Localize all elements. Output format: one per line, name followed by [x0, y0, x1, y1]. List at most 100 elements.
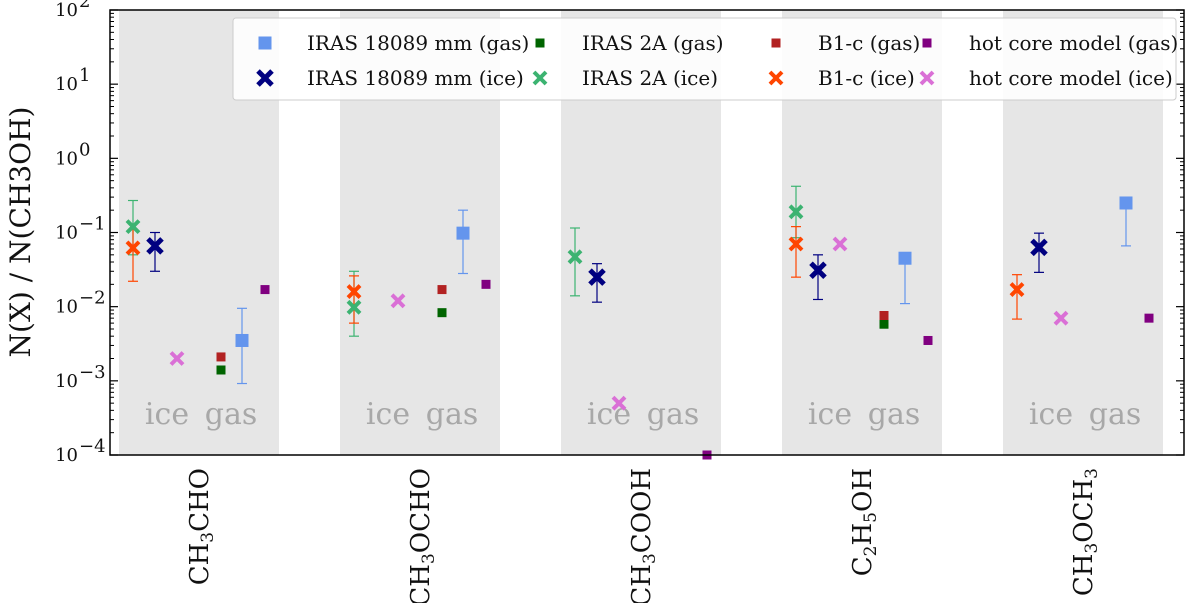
x-label-c2h5oh: C2H5OH — [848, 468, 881, 576]
legend-item: hot core model (gas) — [922, 31, 1178, 55]
legend-label: B1-c (ice) — [818, 66, 915, 90]
legend-box — [232, 17, 1177, 101]
legend-marker — [532, 70, 548, 86]
y-tick-exponent: 2 — [79, 0, 90, 12]
legend-label: B1-c (gas) — [818, 31, 920, 55]
data-point — [260, 285, 270, 295]
data-point — [879, 319, 889, 329]
data-point — [1119, 196, 1133, 210]
legend-label: hot core model (ice) — [969, 66, 1173, 90]
data-point — [125, 219, 141, 235]
data-point — [437, 285, 447, 295]
y-tick-label: 10 — [55, 445, 78, 466]
y-tick-exponent: −2 — [79, 288, 106, 309]
gas-label: gas — [426, 397, 479, 432]
x-category-labels: CH3CHO CH3OCHO CH3COOH C2H5OH CH3OCH3 — [185, 468, 1102, 603]
y-tick-exponent: −1 — [79, 214, 106, 235]
legend-marker — [771, 38, 781, 48]
cross-stroke — [588, 268, 606, 286]
x-label-ch3och3: CH3OCH3 — [1069, 468, 1102, 596]
data-point — [588, 268, 606, 286]
data-point — [125, 240, 141, 256]
cross-stroke — [169, 351, 185, 366]
cross-stroke — [390, 293, 406, 309]
legend-label: IRAS 18089 mm (gas) — [307, 31, 529, 55]
data-point — [216, 352, 226, 362]
y-tick-exponent: −3 — [79, 362, 106, 383]
cross-stroke — [346, 299, 362, 315]
legend-item: IRAS 18089 mm (ice) — [256, 66, 524, 90]
cross-stroke — [788, 236, 804, 252]
x-label-ch3cho: CH3CHO — [185, 468, 218, 585]
data-point — [611, 395, 627, 411]
cross-stroke — [346, 284, 362, 299]
data-point — [923, 335, 933, 345]
legend-item: B1-c (gas) — [771, 31, 920, 55]
data-point — [146, 237, 164, 255]
legend-marker — [919, 70, 935, 86]
ice-label: ice — [808, 397, 852, 432]
cross-stroke — [611, 395, 627, 411]
data-point — [346, 284, 362, 299]
y-axis-title: N(X) / N(CH3OH) — [4, 107, 37, 358]
legend-label: IRAS 18089 mm (ice) — [307, 66, 524, 90]
legend-marker — [256, 69, 274, 87]
data-markers — [125, 196, 1154, 460]
gas-label: gas — [868, 397, 921, 432]
ice-label: ice — [587, 397, 631, 432]
cross-stroke — [809, 261, 827, 279]
data-point — [1009, 282, 1025, 297]
data-point — [1053, 310, 1069, 326]
ice-label: ice — [1029, 397, 1073, 432]
ice-gas-labels: ice gas ice gas ice gas ice gas ice gas — [145, 397, 1141, 432]
y-axis-label: N(X) / N(CH3OH) — [4, 107, 37, 358]
legend: IRAS 18089 mm (gas) IRAS 18089 mm (ice) IR… — [232, 17, 1178, 101]
data-point — [832, 236, 848, 252]
legend-marker — [768, 70, 784, 86]
legend-marker — [258, 36, 272, 50]
y-tick-label: 10 — [55, 371, 78, 392]
x-label-ch3cooh: CH3COOH — [627, 468, 660, 603]
legend-label: IRAS 2A (ice) — [582, 66, 718, 90]
legend-marker — [922, 38, 932, 48]
legend-marker — [535, 38, 545, 48]
y-tick-exponent: 1 — [79, 65, 90, 86]
data-point — [788, 204, 804, 220]
legend-label: hot core model (gas) — [969, 31, 1178, 55]
cross-stroke — [125, 219, 141, 235]
data-point — [235, 333, 249, 347]
gas-label: gas — [205, 397, 258, 432]
ice-label: ice — [366, 397, 410, 432]
legend-item: IRAS 2A (gas) — [535, 31, 724, 55]
data-point — [216, 365, 226, 375]
data-point — [809, 261, 827, 279]
y-tick-label: 10 — [55, 223, 78, 244]
data-point — [456, 226, 470, 240]
data-point — [788, 236, 804, 252]
x-label-ch3ocho: CH3OCHO — [406, 468, 439, 603]
y-tick-label: 10 — [55, 148, 78, 169]
legend-item: IRAS 18089 mm (gas) — [258, 31, 529, 55]
gas-label: gas — [1089, 397, 1142, 432]
cross-stroke — [146, 237, 164, 255]
cross-stroke — [1009, 282, 1025, 297]
cross-stroke — [567, 249, 583, 265]
cross-stroke — [832, 236, 848, 252]
legend-item: IRAS 2A (ice) — [532, 66, 718, 90]
ice-label: ice — [145, 397, 189, 432]
data-point — [346, 299, 362, 315]
cross-stroke — [1030, 238, 1048, 257]
y-tick-label: 10 — [55, 297, 78, 318]
legend-item: hot core model (ice) — [919, 66, 1173, 90]
data-point — [567, 249, 583, 265]
data-point — [481, 279, 491, 289]
y-tick-exponent: −4 — [79, 436, 106, 457]
data-point — [879, 311, 889, 321]
data-point — [1144, 313, 1154, 323]
legend-item: B1-c (ice) — [768, 66, 915, 90]
cross-stroke — [788, 204, 804, 220]
cross-stroke — [125, 240, 141, 256]
legend-label: IRAS 2A (gas) — [582, 31, 724, 55]
data-point — [1030, 238, 1048, 257]
